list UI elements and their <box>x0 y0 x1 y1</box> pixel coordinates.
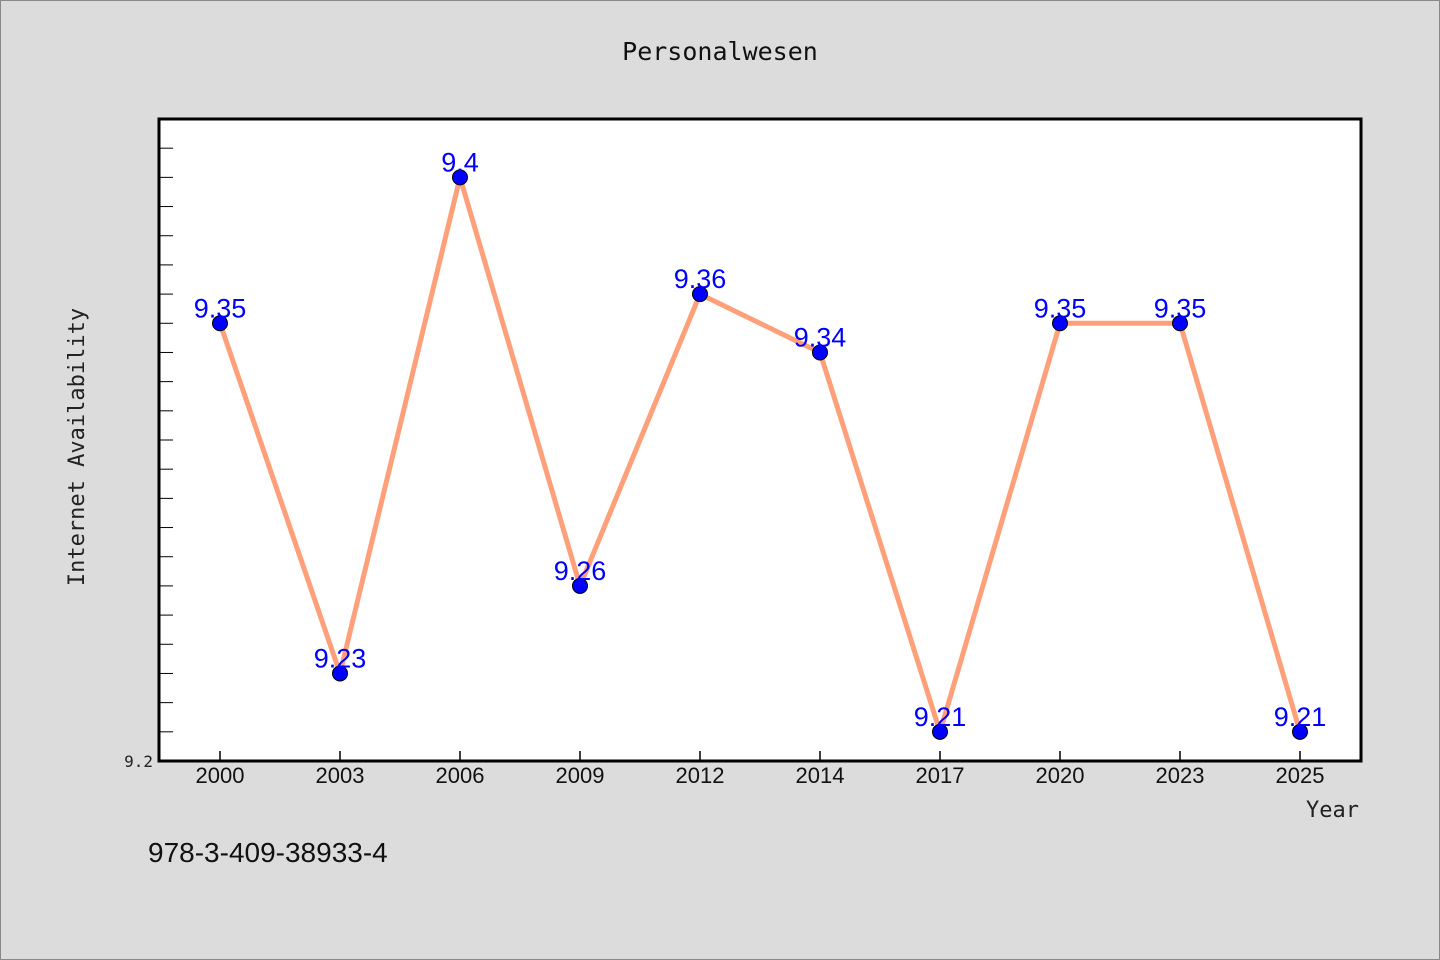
data-point <box>1052 315 1068 332</box>
isbn-annotation: 978-3-409-38933-4 <box>148 837 388 868</box>
data-label: 9.26 <box>554 556 607 586</box>
data-label: 9.4 <box>441 147 479 177</box>
data-point <box>932 723 948 740</box>
data-label: 9.35 <box>194 293 247 323</box>
data-point <box>1292 723 1308 740</box>
data-point <box>452 169 468 186</box>
data-point <box>812 344 828 361</box>
y-axis-ticks: 9.2 <box>124 118 173 771</box>
chart-title: Personalwesen <box>622 37 818 66</box>
x-axis-label: Year <box>1306 798 1359 823</box>
data-point <box>692 286 708 303</box>
x-tick-label: 2023 <box>1156 763 1205 788</box>
x-tick-label: 2000 <box>196 763 245 788</box>
data-label: 9.23 <box>314 643 367 673</box>
x-tick-label: 2014 <box>796 763 845 788</box>
data-point <box>332 665 348 682</box>
x-tick-label: 2003 <box>316 763 365 788</box>
series-line <box>217 174 1303 735</box>
y-axis-label: Internet Availability <box>65 308 90 586</box>
x-axis-ticks: 2000 2003 2006 2009 2012 2014 2017 2020 2023 2025 <box>196 751 1325 788</box>
data-label: 9.35 <box>1034 293 1087 323</box>
data-point <box>572 577 588 594</box>
data-label: 9.35 <box>1154 293 1207 323</box>
data-label: 9.36 <box>674 264 727 294</box>
x-tick-label: 2006 <box>436 763 485 788</box>
data-label: 9.21 <box>1274 702 1327 732</box>
series-layer <box>212 169 1308 740</box>
data-label: 9.34 <box>794 322 847 352</box>
data-point <box>1172 315 1188 332</box>
x-tick-label: 2025 <box>1276 763 1325 788</box>
data-labels-layer: 9.35 9.23 9.4 9.26 9.36 9.34 9.21 9.35 9.35 9.21 <box>194 147 1327 731</box>
y-tick-label: 9.2 <box>124 752 153 771</box>
data-label: 9.21 <box>914 702 967 732</box>
x-tick-label: 2017 <box>916 763 965 788</box>
x-tick-label: 2009 <box>556 763 605 788</box>
x-tick-label: 2020 <box>1036 763 1085 788</box>
data-point <box>212 315 228 332</box>
x-tick-label: 2012 <box>676 763 725 788</box>
plot-area <box>157 117 1363 763</box>
